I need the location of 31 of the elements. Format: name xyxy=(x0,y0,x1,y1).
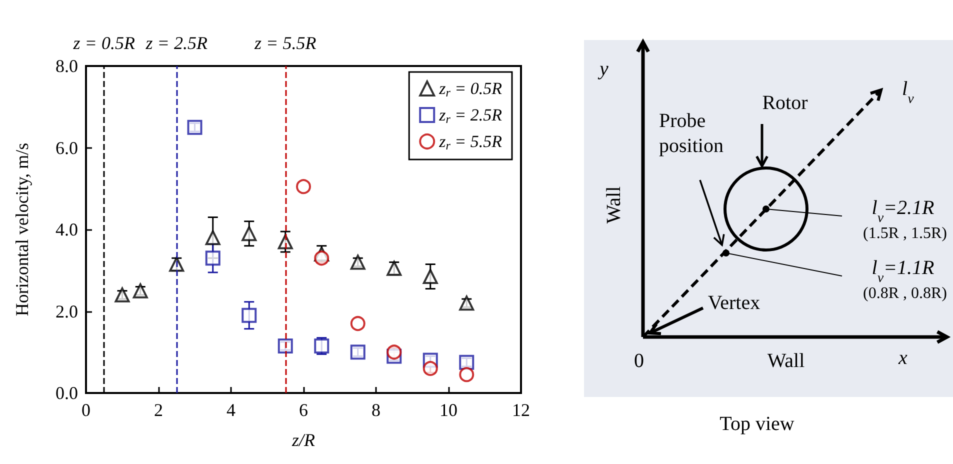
y-tick-label: 8.0 xyxy=(56,56,78,76)
y-tick-label: 6.0 xyxy=(56,138,78,158)
ref-line-label: z = 5.5R xyxy=(254,33,316,53)
text: (1.5R , 1.5R) xyxy=(863,225,947,242)
y-axis-title: Horizontal velocity, m/s xyxy=(12,142,32,316)
x-tick-label: 2 xyxy=(154,400,163,420)
text: Probe position xyxy=(659,110,724,157)
text: Vertex xyxy=(708,292,760,314)
ref-line-label: z = 2.5R xyxy=(144,33,208,53)
text: 0 xyxy=(634,350,644,372)
x-tick-label: 4 xyxy=(226,400,236,420)
x-tick-label: 10 xyxy=(440,400,458,420)
x-tick-label: 6 xyxy=(299,400,308,420)
x-tick-label: 0 xyxy=(82,400,90,420)
text: l$_{v}$=1.1R xyxy=(872,257,934,286)
y-tick-label: 2.0 xyxy=(56,301,78,322)
text: y xyxy=(598,58,609,80)
text: Wall xyxy=(603,186,625,224)
y-tick-label: 4.0 xyxy=(56,220,78,240)
y-tick-label: 0.0 xyxy=(56,383,78,403)
x-tick-label: 8 xyxy=(372,400,380,420)
text: l$_{v}$=2.1R xyxy=(872,197,934,226)
ref-line-label: z = 0.5R xyxy=(72,33,135,53)
x-tick-label: 12 xyxy=(512,400,530,420)
text: Top view xyxy=(720,413,795,435)
text: Rotor xyxy=(762,92,808,114)
text: (0.8R , 0.8R) xyxy=(863,285,947,302)
text: Wall xyxy=(767,350,806,372)
x-axis-title: z/R xyxy=(290,430,316,450)
text: l$_{v}$ xyxy=(902,78,915,106)
text: x xyxy=(898,347,908,369)
